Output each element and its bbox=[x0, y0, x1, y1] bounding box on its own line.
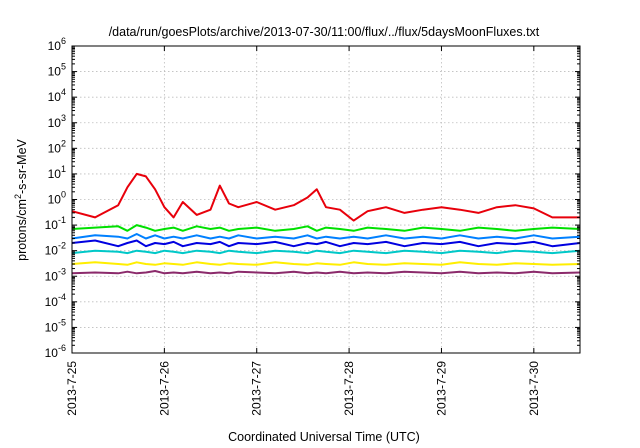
series-line-1 bbox=[71, 172, 580, 222]
y-tick-label-exponent: -2 bbox=[58, 241, 66, 251]
y-tick-label: 10-1 bbox=[45, 215, 66, 232]
series-line-3 bbox=[71, 233, 581, 240]
y-tick-label: 10-3 bbox=[45, 266, 66, 283]
y-tick-label: 102 bbox=[48, 138, 66, 155]
y-tick-label-base: 10 bbox=[45, 346, 59, 360]
y-axis-label-exponent: 2 bbox=[13, 194, 23, 199]
chart-title: /data/run/goesPlots/archive/2013-07-30/1… bbox=[109, 25, 540, 39]
y-tick-label-exponent: -5 bbox=[58, 317, 66, 327]
y-tick-label-exponent: 2 bbox=[61, 138, 66, 148]
y-tick-label-base: 10 bbox=[48, 193, 62, 207]
y-tick-label-base: 10 bbox=[48, 65, 62, 79]
series-line-2 bbox=[71, 224, 581, 232]
y-axis-label-unit: protons/cm bbox=[15, 199, 29, 261]
y-tick-label: 101 bbox=[48, 164, 66, 181]
y-tick-label-exponent: 6 bbox=[61, 36, 66, 46]
y-tick-label-base: 10 bbox=[48, 90, 62, 104]
y-tick-label-exponent: 4 bbox=[61, 87, 66, 97]
x-tick-label: 2013-7-26 bbox=[157, 361, 171, 416]
x-tick-label: 2013-7-25 bbox=[65, 361, 79, 416]
y-tick-label-base: 10 bbox=[45, 244, 59, 258]
y-tick-label: 100 bbox=[48, 190, 66, 207]
y-tick-label: 105 bbox=[48, 62, 66, 79]
y-tick-label-base: 10 bbox=[45, 295, 59, 309]
y-tick-labels: 10-610-510-410-310-210-11001011021031041… bbox=[45, 36, 66, 360]
y-tick-label: 104 bbox=[48, 87, 66, 104]
x-tick-label: 2013-7-27 bbox=[250, 361, 264, 416]
y-tick-label-base: 10 bbox=[45, 320, 59, 334]
y-tick-label: 106 bbox=[48, 36, 66, 53]
x-tick-label: 2013-7-30 bbox=[527, 361, 541, 416]
y-tick-label-exponent: 1 bbox=[61, 164, 66, 174]
series-lines bbox=[71, 172, 581, 275]
y-tick-label-exponent: 0 bbox=[61, 190, 66, 200]
series-line-4 bbox=[71, 239, 581, 248]
axis-ticks bbox=[71, 45, 580, 354]
y-axis-label-rest: -s-sr-MeV bbox=[15, 138, 29, 194]
y-tick-label-exponent: 3 bbox=[61, 113, 66, 123]
y-tick-label: 10-6 bbox=[45, 343, 66, 360]
y-tick-label: 10-2 bbox=[45, 241, 66, 258]
series-line-6 bbox=[71, 261, 581, 266]
y-tick-label-exponent: 5 bbox=[61, 62, 66, 72]
y-tick-label-base: 10 bbox=[45, 218, 59, 232]
y-tick-label: 103 bbox=[48, 113, 66, 130]
y-tick-label: 10-4 bbox=[45, 292, 66, 309]
y-tick-label-exponent: -6 bbox=[58, 343, 66, 353]
y-tick-label-exponent: -4 bbox=[58, 292, 66, 302]
x-tick-labels: 2013-7-25 2013-7-26 2013-7-27 2013-7-28 2013… bbox=[65, 361, 541, 416]
x-tick-label: 2013-7-28 bbox=[342, 361, 356, 416]
y-tick-label-exponent: -1 bbox=[58, 215, 66, 225]
x-axis-label: Coordinated Universal Time (UTC) bbox=[228, 430, 420, 444]
x-tick-label: 2013-7-29 bbox=[434, 361, 448, 416]
series-line-5 bbox=[71, 249, 581, 255]
y-axis-label: protons/cm2-s-sr-MeV bbox=[13, 138, 29, 260]
y-tick-label-base: 10 bbox=[48, 167, 62, 181]
y-tick-label: 10-5 bbox=[45, 317, 66, 334]
y-tick-label-base: 10 bbox=[48, 116, 62, 130]
y-tick-label-exponent: -3 bbox=[58, 266, 66, 276]
series-line-7 bbox=[71, 270, 581, 275]
y-tick-label-base: 10 bbox=[45, 269, 59, 283]
y-tick-label-base: 10 bbox=[48, 141, 62, 155]
grid bbox=[72, 46, 580, 353]
y-tick-label-base: 10 bbox=[48, 39, 62, 53]
